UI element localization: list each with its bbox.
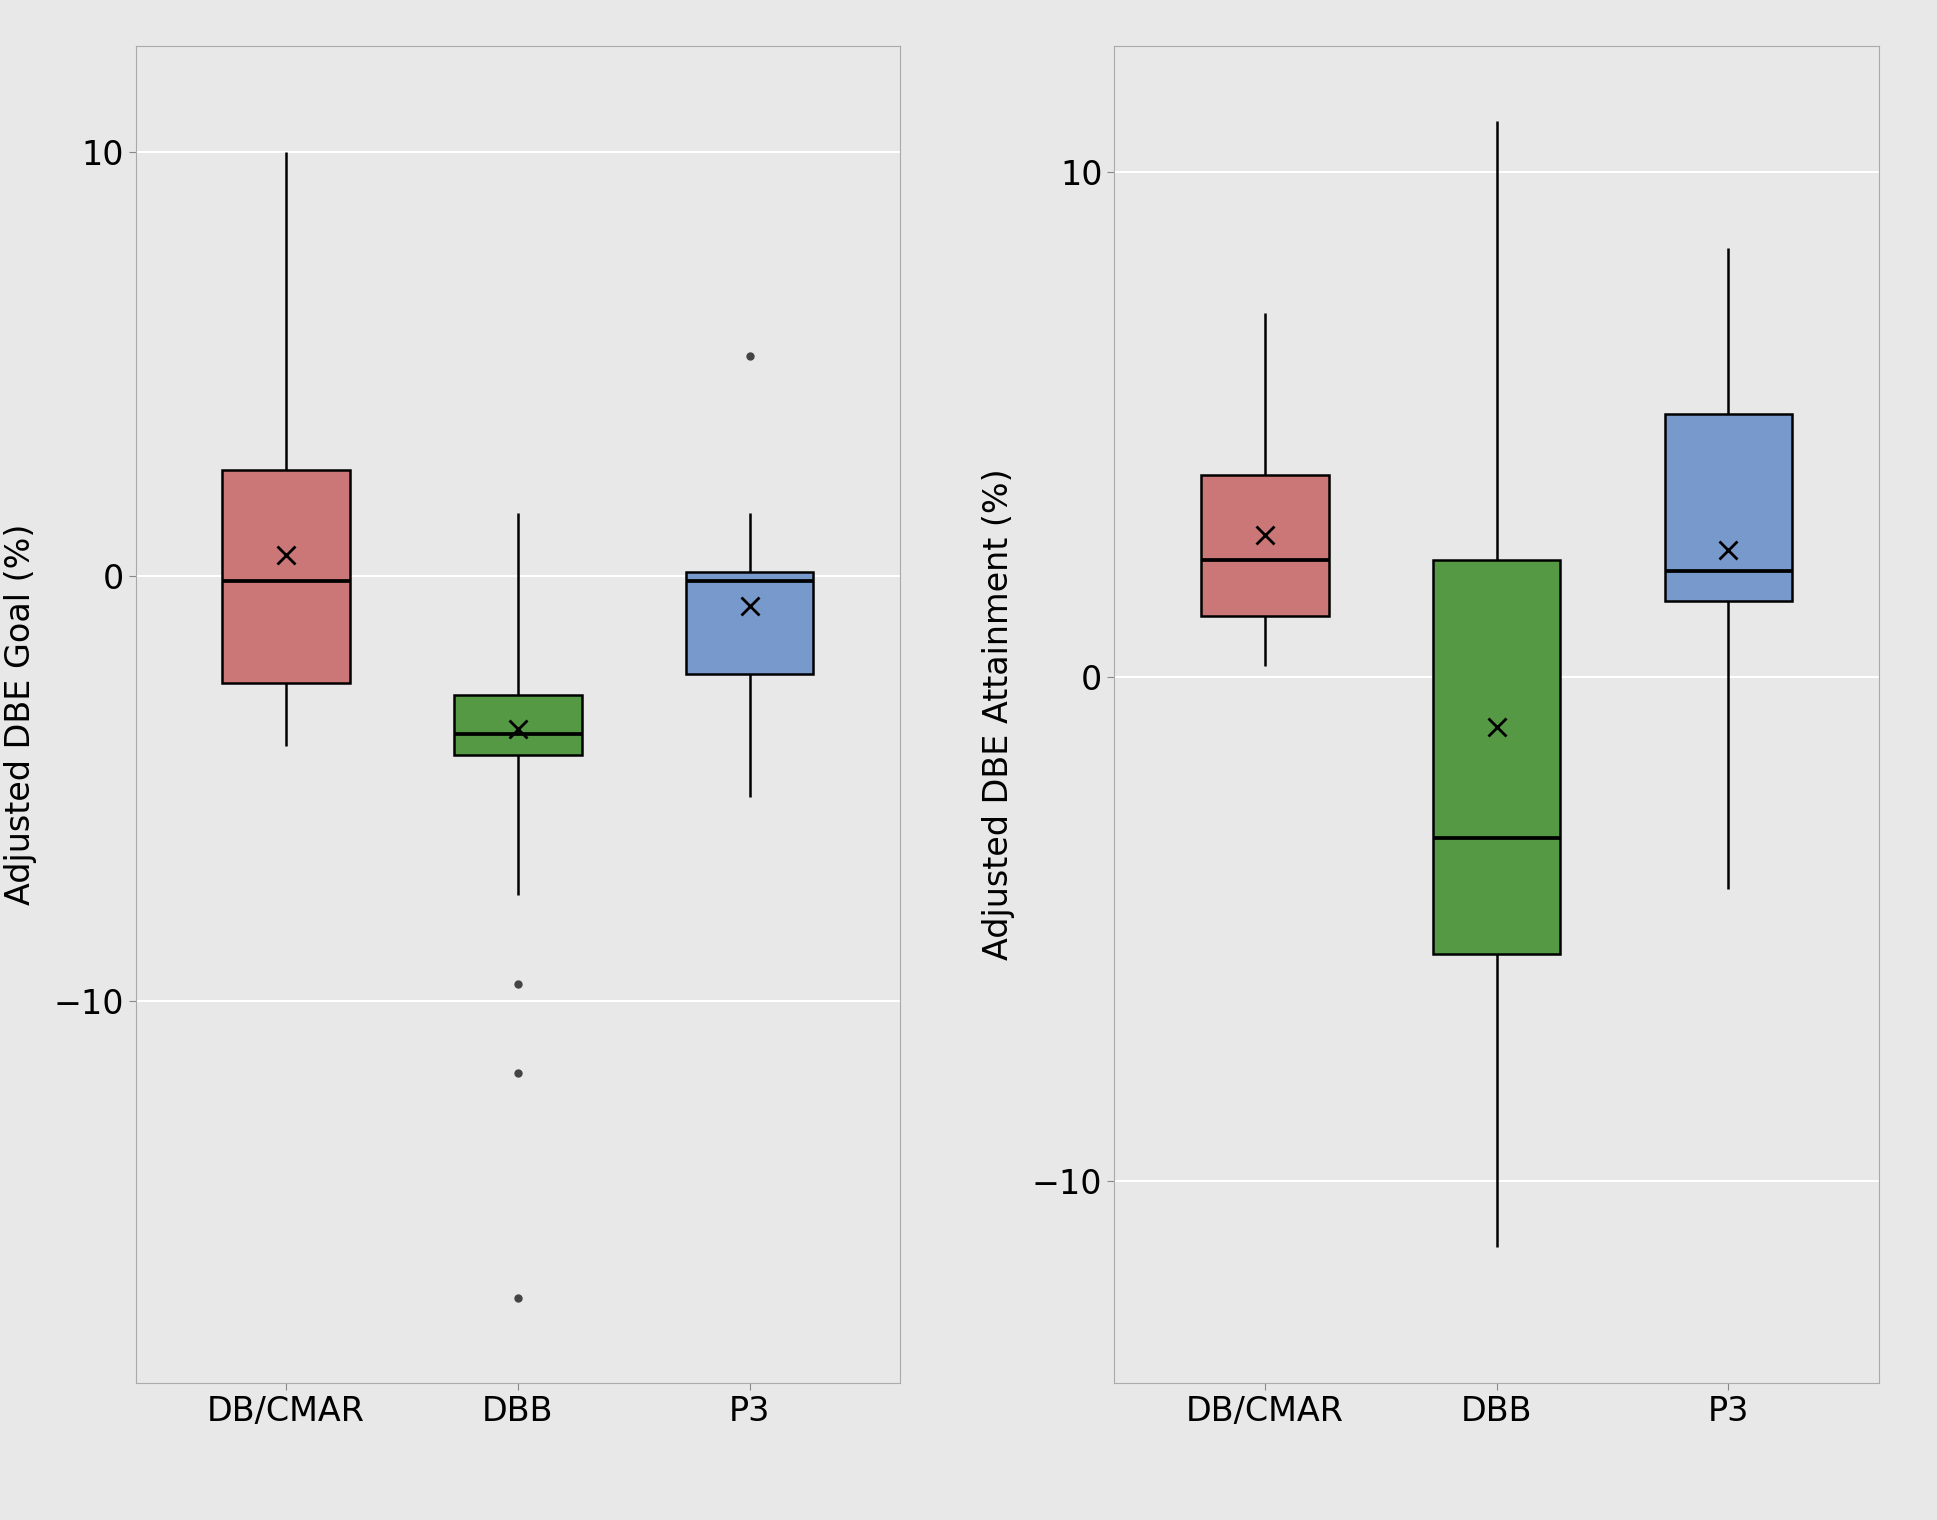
Bar xyxy=(223,470,351,682)
Bar xyxy=(1201,474,1329,616)
Y-axis label: Adjusted DBE Goal (%): Adjusted DBE Goal (%) xyxy=(4,524,37,904)
Bar xyxy=(1664,413,1792,600)
Bar xyxy=(453,695,581,755)
Bar xyxy=(686,572,814,673)
Y-axis label: Adjusted DBE Attainment (%): Adjusted DBE Attainment (%) xyxy=(982,468,1015,961)
Bar xyxy=(1433,561,1561,955)
